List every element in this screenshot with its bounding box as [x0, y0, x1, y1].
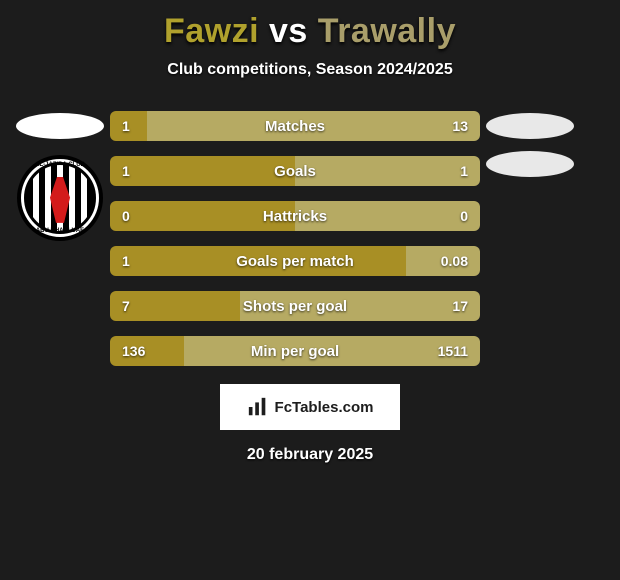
title-player2: Trawally — [318, 12, 456, 50]
watermark-text: FcTables.com — [275, 399, 374, 416]
bar-seg-right — [240, 291, 481, 321]
player2-club-avatar — [486, 151, 574, 177]
player2-avatar — [486, 113, 574, 139]
bar-seg-right — [295, 156, 480, 186]
stat-bar: 1Goals per match0.08 — [110, 246, 480, 276]
bar-seg-right — [147, 111, 480, 141]
bar-seg-left — [110, 246, 406, 276]
page-title: Fawzi vs Trawally — [164, 12, 456, 51]
bar-seg-left — [110, 156, 295, 186]
subtitle: Club competitions, Season 2024/2025 — [167, 61, 452, 79]
stat-bar: 1Matches13 — [110, 111, 480, 141]
stat-bar: 0Hattricks0 — [110, 201, 480, 231]
bar-seg-right — [184, 336, 480, 366]
title-vs: vs — [269, 12, 308, 50]
bar-seg-left — [110, 291, 240, 321]
bar-seg-left — [110, 201, 295, 231]
right-avatars — [480, 109, 580, 177]
player1-avatar — [16, 113, 104, 139]
stat-bar: 136Min per goal1511 — [110, 336, 480, 366]
comparison-row: AL-JAZIRA CLUB ABU DHABI-UAE 1Matches131… — [10, 109, 610, 366]
stat-bar: 1Goals1 — [110, 156, 480, 186]
title-player1: Fawzi — [164, 12, 259, 50]
chart-icon — [247, 396, 269, 418]
comparison-card: Fawzi vs Trawally Club competitions, Sea… — [0, 0, 620, 464]
left-avatars: AL-JAZIRA CLUB ABU DHABI-UAE — [10, 109, 110, 241]
date-text: 20 february 2025 — [247, 446, 373, 464]
badge-bot-text: ABU DHABI-UAE — [21, 228, 99, 234]
stat-bars: 1Matches13 1Goals1 0Hattricks0 1Goals per m… — [110, 109, 480, 366]
bar-seg-right — [406, 246, 480, 276]
bar-seg-right — [295, 201, 480, 231]
stat-bar: 7Shots per goal17 — [110, 291, 480, 321]
fctables-watermark[interactable]: FcTables.com — [220, 384, 400, 430]
bar-seg-left — [110, 111, 147, 141]
badge-stripes — [24, 162, 96, 234]
club-badge: AL-JAZIRA CLUB ABU DHABI-UAE — [17, 155, 103, 241]
bar-seg-left — [110, 336, 184, 366]
